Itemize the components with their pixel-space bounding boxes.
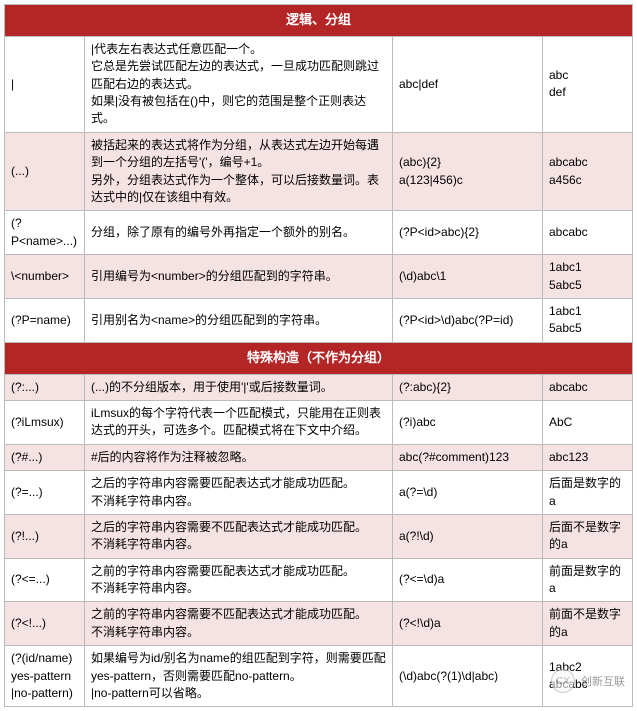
description-cell: iLmsux的每个字符代表一个匹配模式，只能用在正则表达式的开头，可选多个。匹配… <box>85 400 393 444</box>
description-cell: 如果编号为id/别名为name的组匹配到字符，则需要匹配yes-pattern，… <box>85 646 393 707</box>
description-cell: |代表左右表达式任意匹配一个。它总是先尝试匹配左边的表达式，一旦成功匹配则跳过匹… <box>85 36 393 132</box>
result-cell: AbC <box>542 400 632 444</box>
table-row: \<number>引用编号为<number>的分组匹配到的字符串。(\d)abc… <box>5 255 633 299</box>
pattern-cell: (?#...) <box>5 444 85 470</box>
example-cell: a(?=\d) <box>392 471 542 515</box>
example-cell: a(?!\d) <box>392 514 542 558</box>
result-cell: abcabc <box>542 211 632 255</box>
pattern-cell: (?P=name) <box>5 298 85 342</box>
example-cell: (abc){2}a(123|456)c <box>392 132 542 211</box>
example-cell: (?i)abc <box>392 400 542 444</box>
result-cell: 后面不是数字的a <box>542 514 632 558</box>
description-cell: 之前的字符串内容需要匹配表达式才能成功匹配。不消耗字符串内容。 <box>85 558 393 602</box>
example-cell: (?<=\d)a <box>392 558 542 602</box>
pattern-cell: (?P<name>...) <box>5 211 85 255</box>
pattern-cell: (?<!...) <box>5 602 85 646</box>
description-cell: 之后的字符串内容需要匹配表达式才能成功匹配。不消耗字符串内容。 <box>85 471 393 515</box>
pattern-cell: (?!...) <box>5 514 85 558</box>
table-row: (?=...)之后的字符串内容需要匹配表达式才能成功匹配。不消耗字符串内容。a(… <box>5 471 633 515</box>
watermark-logo-icon: CX <box>551 669 575 693</box>
table-row: (?(id/name)yes-pattern|no-pattern)如果编号为i… <box>5 646 633 707</box>
pattern-cell: (?iLmsux) <box>5 400 85 444</box>
table-row: (?P=name)引用别名为<name>的分组匹配到的字符串。(?P<id>\d… <box>5 298 633 342</box>
watermark: CX 创新互联 <box>551 669 625 693</box>
result-cell: 后面是数字的a <box>542 471 632 515</box>
result-cell: abcabca456c <box>542 132 632 211</box>
result-cell: abc123 <box>542 444 632 470</box>
table-row: (?<!...)之前的字符串内容需要不匹配表达式才能成功匹配。不消耗字符串内容。… <box>5 602 633 646</box>
description-cell: 引用别名为<name>的分组匹配到的字符串。 <box>85 298 393 342</box>
pattern-cell: | <box>5 36 85 132</box>
example-cell: (\d)abc\1 <box>392 255 542 299</box>
description-cell: #后的内容将作为注释被忽略。 <box>85 444 393 470</box>
table-row: (?iLmsux)iLmsux的每个字符代表一个匹配模式，只能用在正则表达式的开… <box>5 400 633 444</box>
result-cell: 前面是数字的a <box>542 558 632 602</box>
description-cell: 引用编号为<number>的分组匹配到的字符串。 <box>85 255 393 299</box>
table-row: (?P<name>...)分组，除了原有的编号外再指定一个额外的别名。(?P<i… <box>5 211 633 255</box>
pattern-cell: (?(id/name)yes-pattern|no-pattern) <box>5 646 85 707</box>
description-cell: (...)的不分组版本，用于使用'|'或后接数量词。 <box>85 374 393 400</box>
table-row: (?:...)(...)的不分组版本，用于使用'|'或后接数量词。(?:abc)… <box>5 374 633 400</box>
pattern-cell: (...) <box>5 132 85 211</box>
example-cell: (?<!\d)a <box>392 602 542 646</box>
example-cell: (?:abc){2} <box>392 374 542 400</box>
section-header: 特殊构造（不作为分组） <box>5 342 633 374</box>
regex-reference-table: 逻辑、分组||代表左右表达式任意匹配一个。它总是先尝试匹配左边的表达式，一旦成功… <box>4 4 633 707</box>
description-cell: 之前的字符串内容需要不匹配表达式才能成功匹配。不消耗字符串内容。 <box>85 602 393 646</box>
example-cell: (\d)abc(?(1)\d|abc) <box>392 646 542 707</box>
result-cell: 1abc15abc5 <box>542 298 632 342</box>
result-cell: abcdef <box>542 36 632 132</box>
table-row: (?#...)#后的内容将作为注释被忽略。abc(?#comment)123ab… <box>5 444 633 470</box>
pattern-cell: (?:...) <box>5 374 85 400</box>
result-cell: abcabc <box>542 374 632 400</box>
table-row: ||代表左右表达式任意匹配一个。它总是先尝试匹配左边的表达式，一旦成功匹配则跳过… <box>5 36 633 132</box>
example-cell: (?P<id>abc){2} <box>392 211 542 255</box>
watermark-label: 创新互联 <box>581 673 625 689</box>
result-cell: 前面不是数字的a <box>542 602 632 646</box>
example-cell: abc|def <box>392 36 542 132</box>
pattern-cell: (?<=...) <box>5 558 85 602</box>
pattern-cell: \<number> <box>5 255 85 299</box>
result-cell: 1abc15abc5 <box>542 255 632 299</box>
table-row: (...)被括起来的表达式将作为分组，从表达式左边开始每遇到一个分组的左括号'(… <box>5 132 633 211</box>
section-header: 逻辑、分组 <box>5 5 633 37</box>
pattern-cell: (?=...) <box>5 471 85 515</box>
description-cell: 分组，除了原有的编号外再指定一个额外的别名。 <box>85 211 393 255</box>
description-cell: 之后的字符串内容需要不匹配表达式才能成功匹配。不消耗字符串内容。 <box>85 514 393 558</box>
table-row: (?<=...)之前的字符串内容需要匹配表达式才能成功匹配。不消耗字符串内容。(… <box>5 558 633 602</box>
example-cell: abc(?#comment)123 <box>392 444 542 470</box>
example-cell: (?P<id>\d)abc(?P=id) <box>392 298 542 342</box>
table-row: (?!...)之后的字符串内容需要不匹配表达式才能成功匹配。不消耗字符串内容。a… <box>5 514 633 558</box>
description-cell: 被括起来的表达式将作为分组，从表达式左边开始每遇到一个分组的左括号'('，编号+… <box>85 132 393 211</box>
